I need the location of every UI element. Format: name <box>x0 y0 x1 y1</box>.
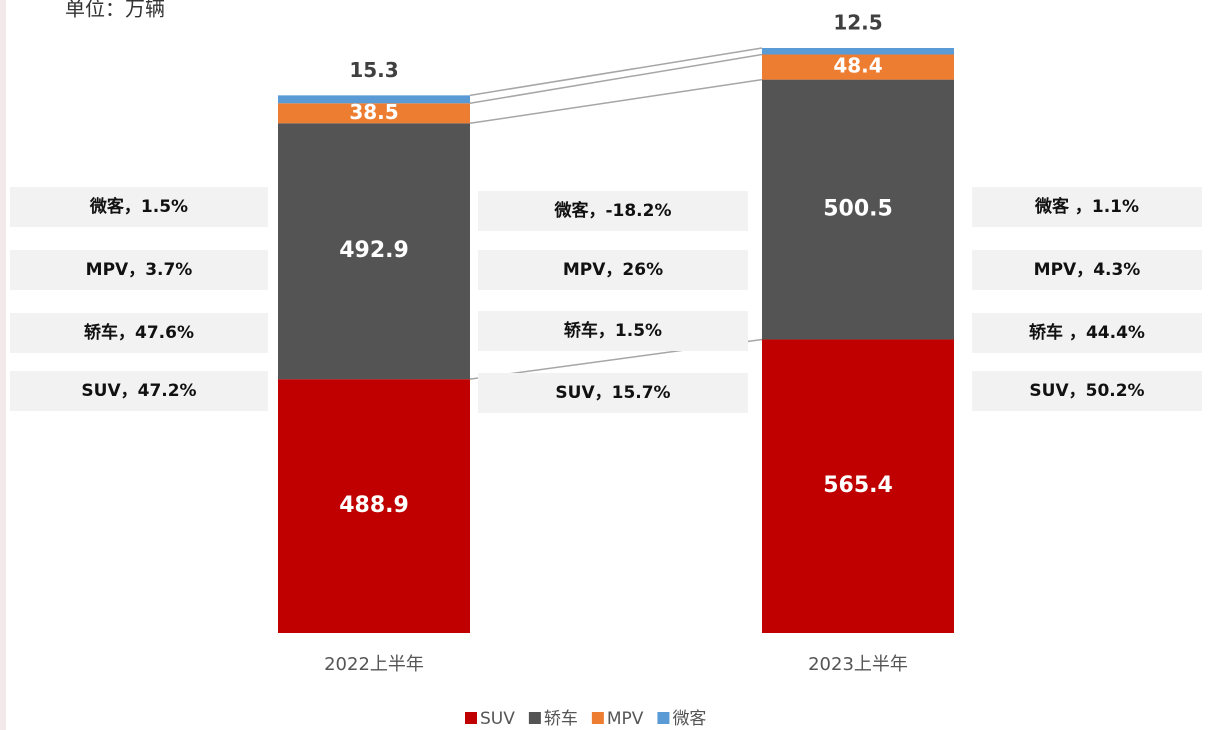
connector-line <box>469 47 763 97</box>
value-label: 15.3 <box>349 58 398 82</box>
x-tick-label: 2023上半年 <box>808 654 908 675</box>
bar-segment <box>278 103 470 124</box>
bar-segment <box>762 54 954 80</box>
legend-swatch <box>528 712 541 724</box>
value-label: 500.5 <box>823 197 893 222</box>
annotation-text: 轿车，1.5% <box>564 320 662 341</box>
annotation-box <box>10 187 268 227</box>
bar-segment <box>278 379 470 633</box>
annotation-text: 轿车 ，44.4% <box>1029 322 1145 343</box>
legend-swatch <box>591 712 604 724</box>
annotation-text: SUV，50.2% <box>1029 381 1144 401</box>
annotation-box <box>478 191 748 231</box>
annotation-box <box>10 313 268 353</box>
annotation-text: MPV，4.3% <box>1034 260 1141 280</box>
legend-label: 微客 <box>672 709 706 729</box>
x-tick-label: 2022上半年 <box>324 654 424 675</box>
annotation-text: 轿车，47.6% <box>84 322 194 343</box>
annotation-box <box>478 311 748 351</box>
annotation-text: 微客，-18.2% <box>553 200 671 221</box>
bar-segment <box>762 339 954 633</box>
legend-label: MPV <box>607 709 644 729</box>
annotation-text: SUV，15.7% <box>555 383 670 403</box>
annotation-text: MPV，3.7% <box>86 260 193 280</box>
annotation-text: SUV，47.2% <box>81 381 196 401</box>
legend-swatch <box>657 712 670 724</box>
legend-label: 轿车 <box>544 709 578 729</box>
annotation-text: 微客 ，1.1% <box>1034 196 1139 217</box>
value-label: 488.9 <box>339 493 409 518</box>
value-label: 492.9 <box>339 238 409 263</box>
annotation-text: 微客，1.5% <box>89 196 188 217</box>
bar-segment <box>762 48 954 55</box>
annotation-box <box>478 373 748 413</box>
annotation-box <box>972 187 1202 227</box>
value-label: 38.5 <box>349 100 398 124</box>
bar-segment <box>278 123 470 380</box>
annotation-box <box>10 250 268 290</box>
annotation-box <box>10 371 268 411</box>
legend-label: SUV <box>480 709 515 729</box>
connector-line <box>469 53 763 105</box>
left-strip <box>0 0 6 730</box>
value-label: 565.4 <box>823 473 893 498</box>
connector-line <box>469 78 763 125</box>
legend-swatch <box>465 712 477 724</box>
value-label: 12.5 <box>833 11 882 35</box>
annotation-text: MPV，26% <box>563 260 663 280</box>
bar-segment <box>278 95 470 104</box>
annotation-box <box>972 250 1202 290</box>
annotation-box <box>478 250 748 290</box>
value-label: 48.4 <box>833 54 882 78</box>
annotation-box <box>972 371 1202 411</box>
annotation-box <box>972 313 1202 353</box>
bar-segment <box>762 79 954 340</box>
unit-label: 单位：万辆 <box>65 0 165 21</box>
